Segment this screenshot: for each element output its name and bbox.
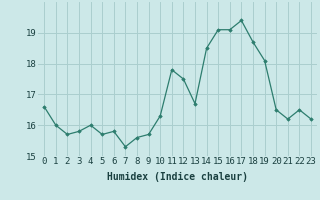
- X-axis label: Humidex (Indice chaleur): Humidex (Indice chaleur): [107, 172, 248, 182]
